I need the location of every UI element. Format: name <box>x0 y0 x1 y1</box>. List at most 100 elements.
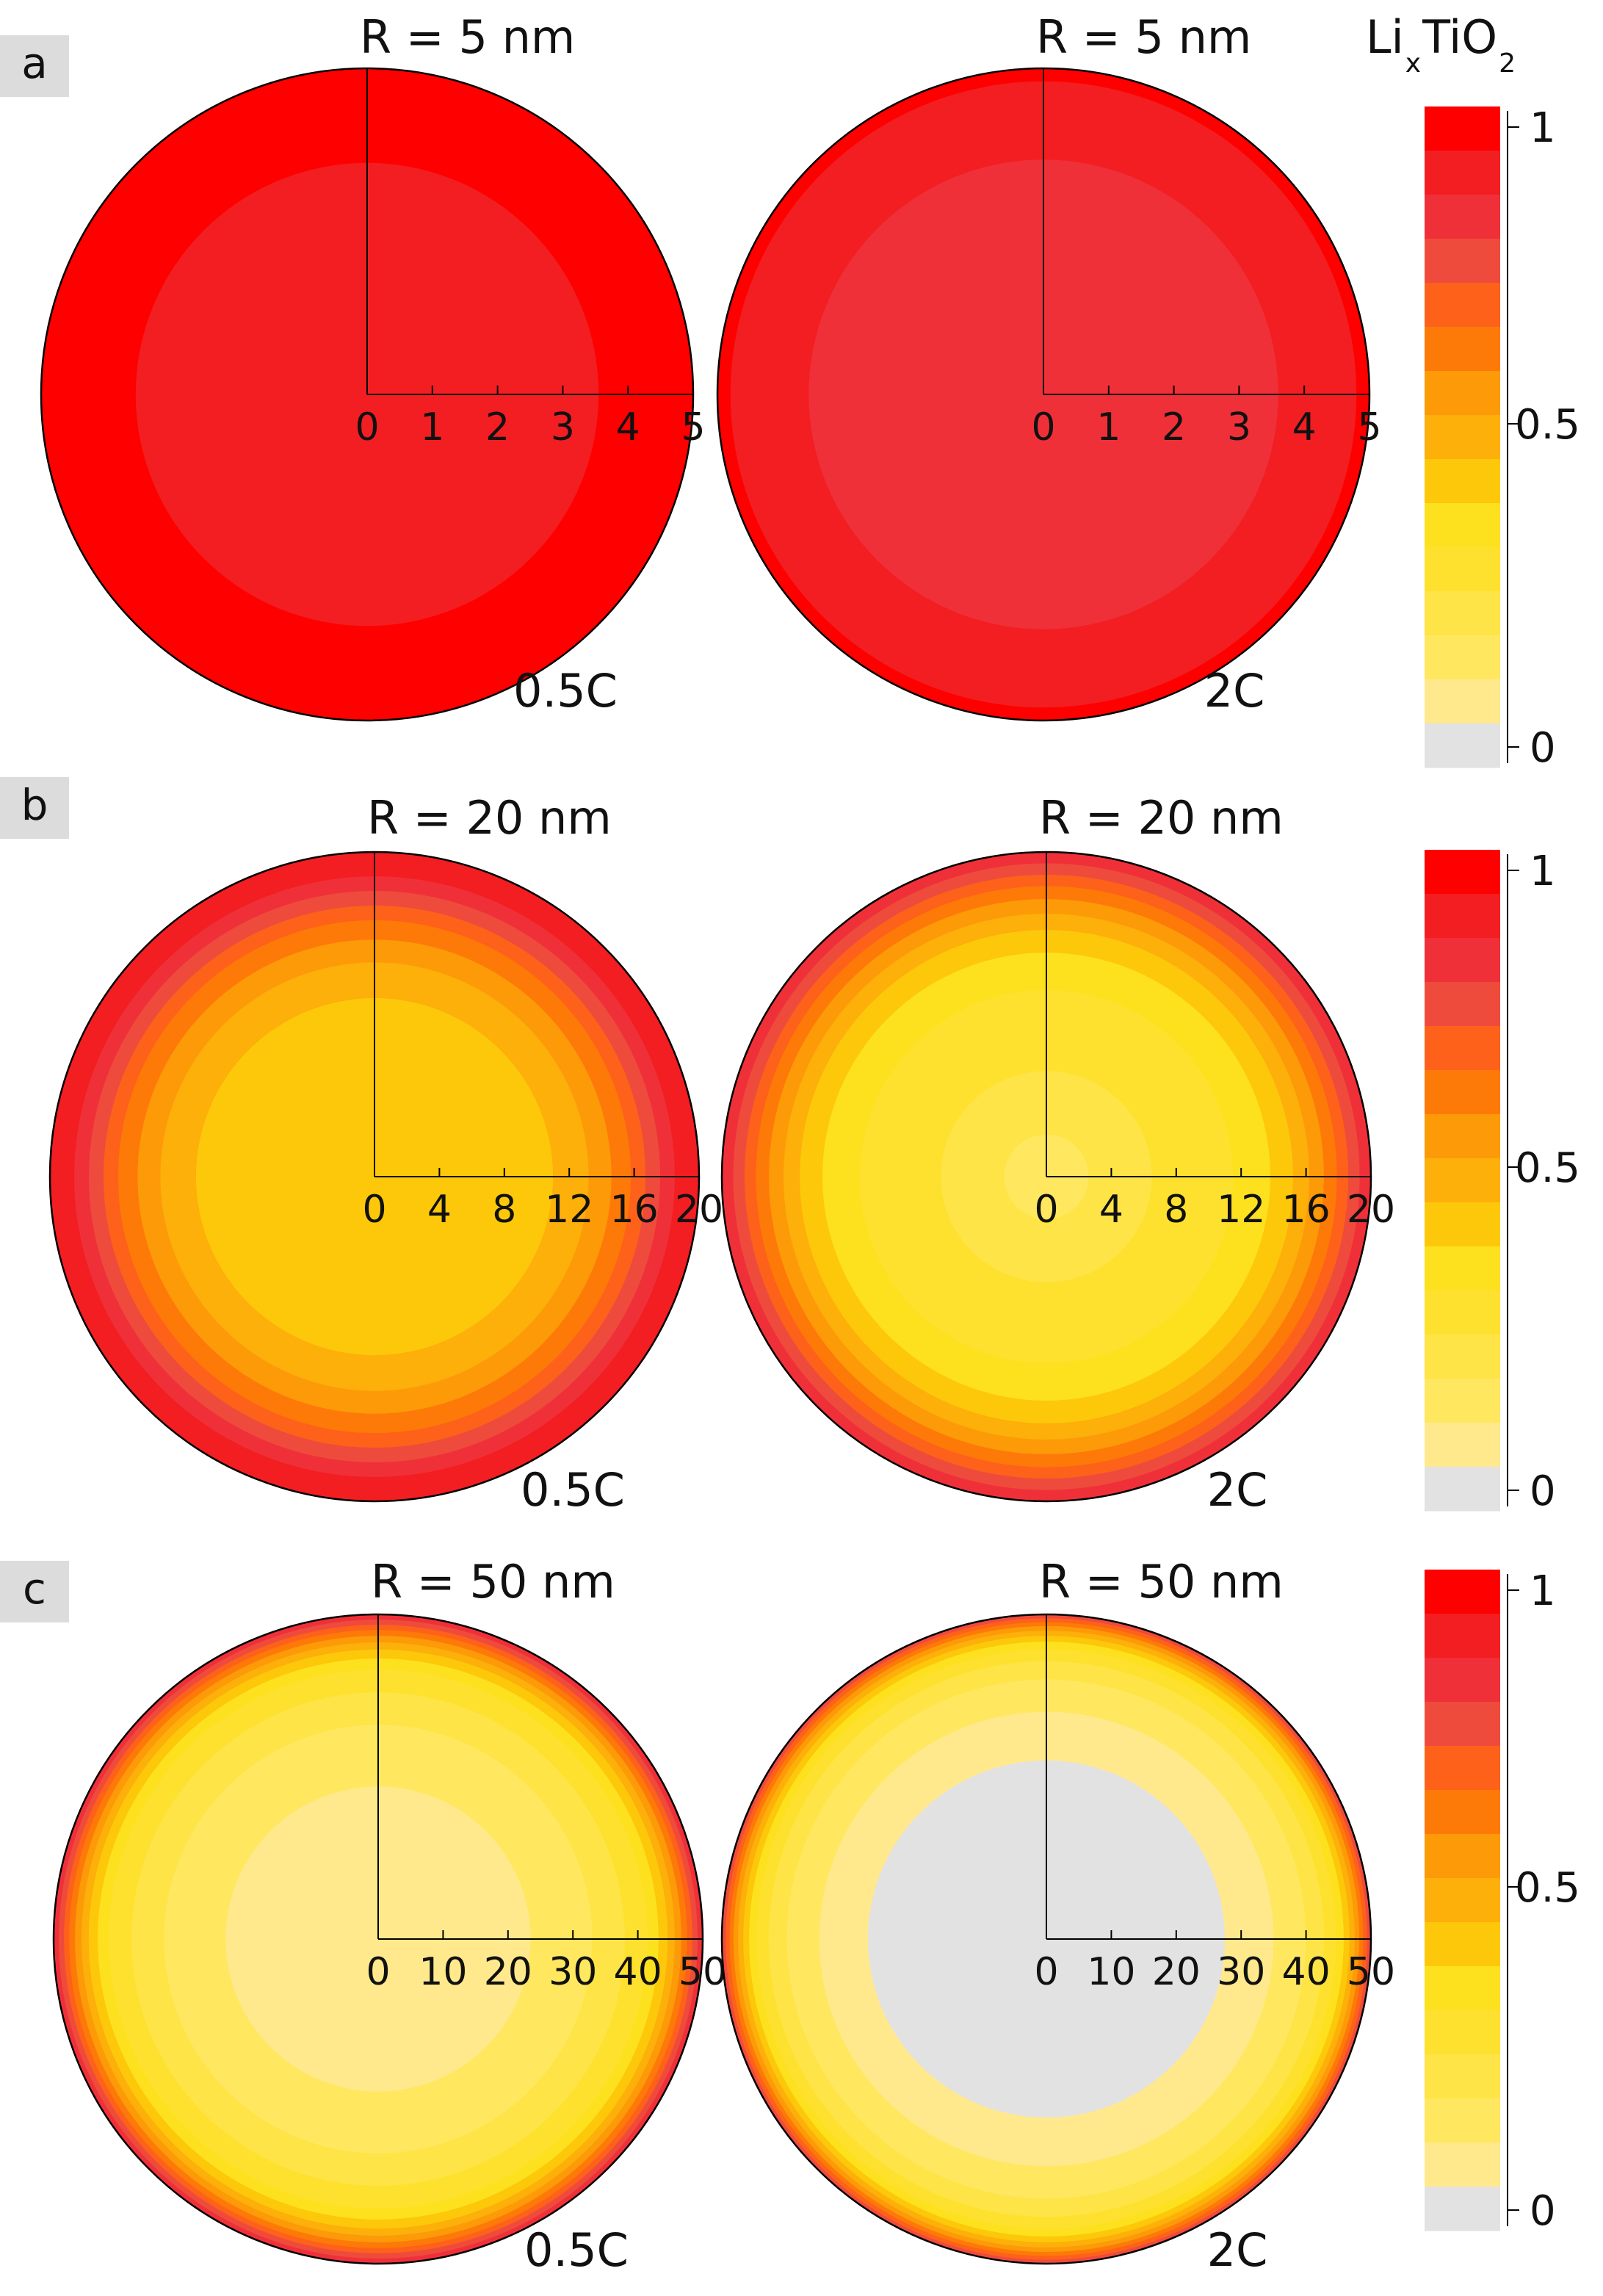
colorbar-segment <box>1425 1834 1500 1879</box>
colorbar-segment <box>1425 1114 1500 1159</box>
colorbar-segment <box>1425 327 1500 372</box>
panel-label-text: b <box>21 780 48 830</box>
colorbar-tick-label: 1 <box>1530 848 1556 895</box>
colorbar-segment <box>1425 1966 1500 2011</box>
colorbar-segment <box>1425 1246 1500 1291</box>
colorbar-segment <box>1425 1379 1500 1423</box>
x-tick-label: 0 <box>362 1188 386 1232</box>
colorbar-segment <box>1425 850 1500 895</box>
x-tick-label: 20 <box>1347 1188 1395 1232</box>
colorbar-segment <box>1425 1614 1500 1658</box>
chart-title: R = 5 nm <box>360 10 575 64</box>
colorbar-segment <box>1425 2098 1500 2143</box>
colorbar-segment <box>1425 415 1500 460</box>
chart-title: R = 50 nm <box>1039 1555 1284 1609</box>
colorbar-segment <box>1425 1290 1500 1335</box>
colorbar-segment <box>1425 1790 1500 1835</box>
rate-label: 2C <box>1207 1463 1268 1517</box>
colorbar-segment <box>1425 371 1500 416</box>
colorbar-segment <box>1425 459 1500 504</box>
colorbar-segment <box>1425 1467 1500 1512</box>
colorbar-tick-label: 0 <box>1530 2187 1556 2235</box>
x-tick-label: 0 <box>1031 405 1055 450</box>
chart-c-1: 0 10 20 30 40 50 R = 50 nm 0.5C <box>52 1555 727 2277</box>
rate-label: 0.5C <box>524 2223 629 2277</box>
x-tick-label: 2 <box>485 405 510 450</box>
colorbar-segment <box>1425 151 1500 195</box>
colorbar-segment <box>1425 2142 1500 2187</box>
colorbar-segment <box>1425 1158 1500 1203</box>
panel-label-text: c <box>23 1564 46 1614</box>
x-tick-label: 2 <box>1162 405 1186 450</box>
chart-a-1: 0 1 2 3 4 5 R = 5 nm 0.5C <box>40 10 706 722</box>
x-tick-label: 40 <box>614 1950 662 1994</box>
x-tick-label: 30 <box>1217 1950 1265 1994</box>
x-tick-label: 0 <box>1034 1188 1058 1232</box>
x-tick-label: 0 <box>355 405 379 450</box>
chart-title: R = 50 nm <box>371 1555 615 1609</box>
x-tick-label: 12 <box>1217 1188 1265 1232</box>
x-tick-label: 16 <box>610 1188 659 1232</box>
x-tick-label: 50 <box>1347 1950 1395 1994</box>
x-tick-label: 20 <box>1152 1950 1201 1994</box>
colorbar-segment <box>1425 2054 1500 2099</box>
panel-label-b: b <box>0 777 69 839</box>
colorbar-tick-label: 1 <box>1530 1567 1556 1615</box>
rate-label: 0.5C <box>521 1463 625 1517</box>
colorbar: 10.50 <box>1425 104 1580 772</box>
colorbar: 10.50 <box>1425 1567 1580 2235</box>
colorbar-segment <box>1425 2010 1500 2055</box>
rate-label: 2C <box>1207 2223 1268 2277</box>
colorbar-tick-label: 0 <box>1530 1468 1556 1515</box>
colorbar-segment <box>1425 1026 1500 1071</box>
colorbar-segment <box>1425 1570 1500 1614</box>
x-tick-label: 3 <box>1227 405 1251 450</box>
panel-label-box <box>0 1561 69 1622</box>
x-tick-label: 1 <box>1096 405 1121 450</box>
chart-title: R = 5 nm <box>1036 10 1251 64</box>
panel-label-text: a <box>21 38 48 88</box>
colorbar-tick-label: 0.5 <box>1515 1864 1580 1912</box>
colorbar-segment <box>1425 938 1500 983</box>
colorbar-segment <box>1425 1335 1500 1379</box>
x-tick-label: 50 <box>679 1950 727 1994</box>
x-tick-label: 10 <box>419 1950 467 1994</box>
colorbar-title-li: LixTiO2 <box>1366 10 1516 79</box>
colorbar-segment <box>1425 195 1500 239</box>
colorbar-segment <box>1425 1702 1500 1747</box>
colorbar-segment <box>1425 547 1500 592</box>
colorbar-segment <box>1425 1423 1500 1468</box>
colorbar-segment <box>1425 1922 1500 1967</box>
colorbar-segment <box>1425 679 1500 724</box>
x-tick-label: 20 <box>675 1188 723 1232</box>
colorbar-tick-label: 0.5 <box>1515 1144 1580 1192</box>
x-tick-label: 5 <box>1357 405 1381 450</box>
chart-c-2: 0 10 20 30 40 50 R = 50 nm 2C <box>720 1555 1395 2277</box>
colorbar-segment <box>1425 1070 1500 1115</box>
x-tick-label: 4 <box>1292 405 1317 450</box>
x-tick-label: 8 <box>492 1188 516 1232</box>
colorbar-segment <box>1425 894 1500 939</box>
x-tick-label: 0 <box>1034 1950 1058 1994</box>
rate-label: 2C <box>1204 664 1265 718</box>
x-tick-label: 4 <box>1099 1188 1123 1232</box>
colorbar-segment <box>1425 107 1500 151</box>
colorbar-segment <box>1425 635 1500 680</box>
x-tick-label: 0 <box>366 1950 390 1994</box>
chart-b-2: 0 4 8 12 16 20 R = 20 nm 2C <box>720 791 1395 1517</box>
panel-b: b0 4 8 12 16 20R = 20 nm0.5C0 4 8 12 16 20R = 20 n… <box>0 777 1580 1517</box>
colorbar-tick-label: 0.5 <box>1515 401 1580 449</box>
panels: a0 1 2 3 4 5R = 5 nm0.5C0 1 2 3 4 5R = 5 nm2C10.50… <box>0 10 1580 2277</box>
colorbar-segment <box>1425 982 1500 1027</box>
x-tick-label: 3 <box>551 405 575 450</box>
colorbar-segment <box>1425 1658 1500 1703</box>
x-tick-label: 5 <box>681 405 705 450</box>
colorbar-segment <box>1425 591 1500 636</box>
colorbar-tick-label: 1 <box>1530 104 1556 152</box>
x-tick-label: 8 <box>1164 1188 1188 1232</box>
x-tick-label: 4 <box>427 1188 452 1232</box>
colorbar-segment <box>1425 1746 1500 1791</box>
panel-label-box <box>0 35 69 97</box>
panel-label-c: c <box>0 1561 69 1622</box>
rate-label: 0.5C <box>513 664 618 718</box>
